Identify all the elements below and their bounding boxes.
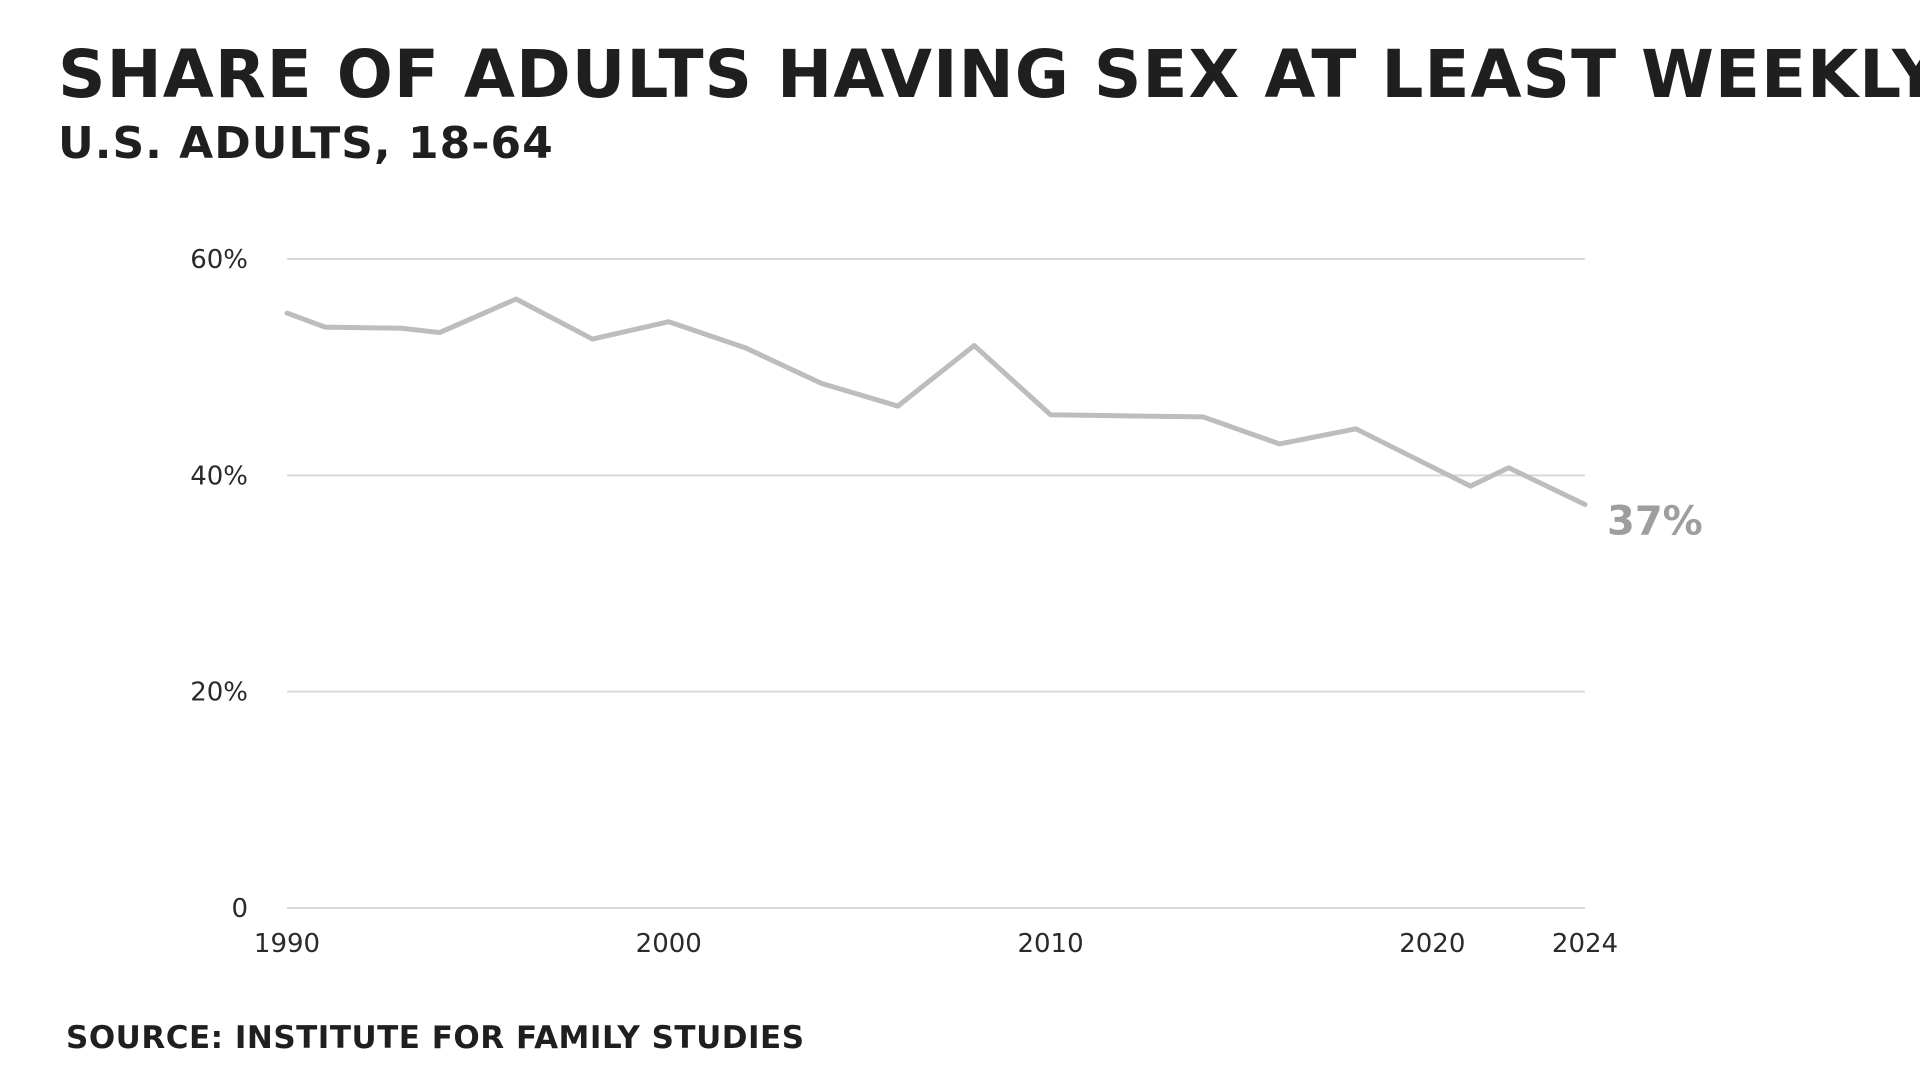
x-tick-label: 2010	[1017, 929, 1083, 959]
x-tick-label: 2024	[1552, 929, 1618, 959]
x-tick-label: 1990	[254, 929, 320, 959]
x-tick-label: 2020	[1399, 929, 1465, 959]
y-tick-label: 40%	[190, 461, 248, 491]
y-tick-label: 20%	[190, 678, 248, 708]
x-tick-label: 2000	[636, 929, 702, 959]
chart-title: Share of adults having sex at least week…	[58, 36, 1920, 113]
chart-subtitle: U.S. adults, 18-64	[58, 118, 554, 169]
series-line	[284, 296, 1588, 508]
y-tick-label: 60%	[190, 245, 248, 275]
source-note: Source: Institute for Family Studies	[66, 1020, 805, 1056]
end-value-label: 37%	[1607, 499, 1703, 545]
y-tick-label: 0	[231, 894, 248, 924]
